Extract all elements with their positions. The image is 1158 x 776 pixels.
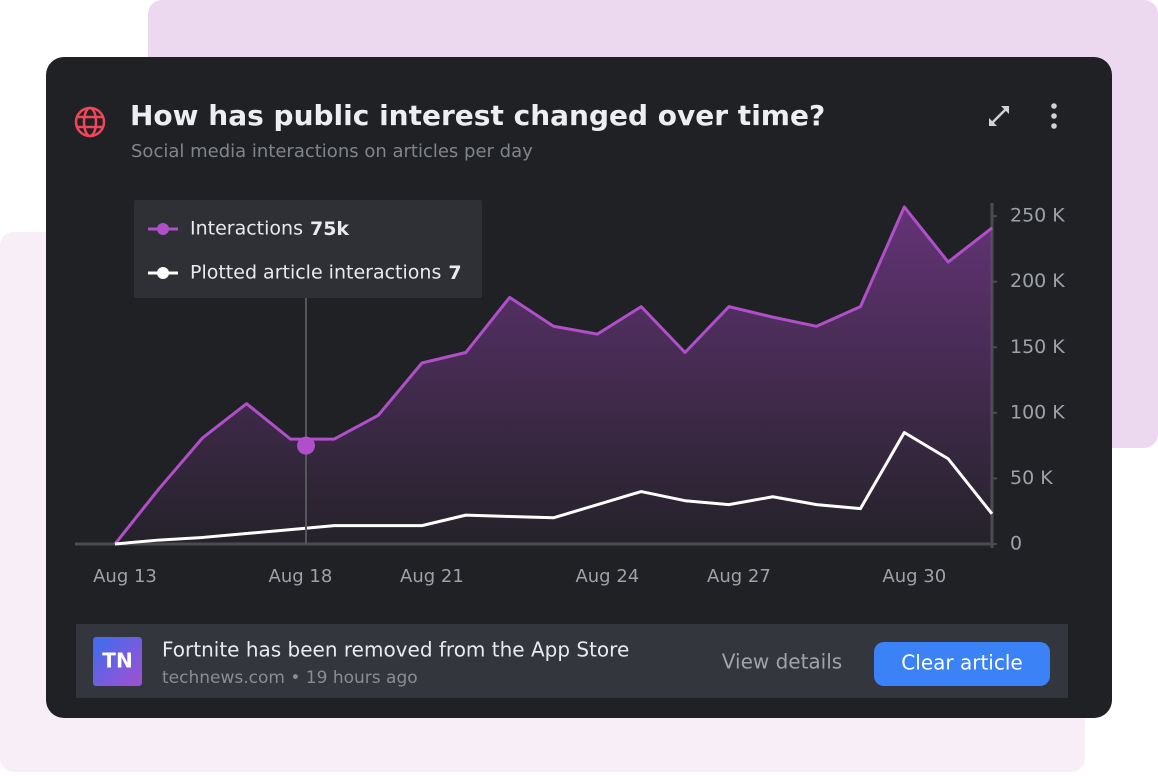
area bbox=[115, 206, 992, 544]
tooltip bbox=[134, 200, 482, 298]
view-details[interactable]: View details bbox=[722, 650, 842, 674]
x-tick-label: Aug 21 bbox=[400, 566, 464, 587]
title: How has public interest changed over tim… bbox=[130, 99, 825, 132]
y-tick-label: 50 K bbox=[1010, 467, 1053, 489]
globe-icon bbox=[74, 106, 106, 138]
x-tick-label: Aug 30 bbox=[882, 566, 946, 587]
legend-dot bbox=[157, 223, 169, 235]
source: technews.com • 19 hours ago bbox=[162, 668, 418, 688]
headline: Fortnite has been removed from the App S… bbox=[162, 638, 629, 662]
legend-dot bbox=[157, 267, 169, 279]
y-tick-label: 150 K bbox=[1010, 336, 1065, 358]
menu-icon[interactable] bbox=[1051, 103, 1057, 129]
plot: 0 50 K 100 K 150 K 200 K 250 K Aug 13 Aug 18 Aug… bbox=[75, 200, 1065, 587]
clear-button-label[interactable]: Clear article bbox=[901, 651, 1022, 675]
badge-text: TN bbox=[102, 649, 132, 673]
y-tick-label: 200 K bbox=[1010, 270, 1065, 292]
x-tick-label: Aug 18 bbox=[269, 566, 333, 587]
subtitle: Social media interactions on articles pe… bbox=[131, 141, 533, 162]
y-tick-label: 0 bbox=[1010, 533, 1022, 555]
legend-value: 7 bbox=[448, 262, 461, 284]
expand-icon[interactable] bbox=[989, 106, 1009, 126]
clear-button[interactable] bbox=[874, 642, 1050, 686]
x-tick-label: Aug 24 bbox=[575, 566, 639, 587]
x-tick-label: Aug 13 bbox=[93, 566, 157, 587]
cursor-dot bbox=[297, 436, 315, 455]
legend-value: 75k bbox=[310, 218, 349, 240]
x-tick-label: Aug 27 bbox=[707, 566, 771, 587]
line bbox=[114, 431, 994, 546]
y-tick-label: 250 K bbox=[1010, 205, 1065, 227]
legend-label: Plotted article interactions 7 bbox=[190, 262, 462, 284]
legend-label: Interactions 75k bbox=[190, 218, 349, 240]
y-tick-label: 100 K bbox=[1010, 401, 1065, 423]
badge bbox=[93, 637, 142, 686]
line bbox=[113, 205, 993, 545]
